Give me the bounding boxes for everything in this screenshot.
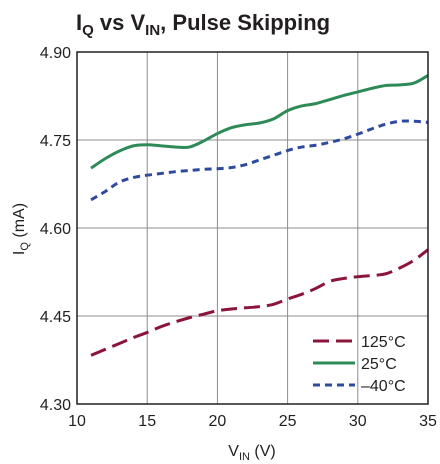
y-tick-label: 4.60 (40, 221, 71, 238)
y-tick-label: 4.45 (40, 309, 71, 326)
x-tick-label: 25 (279, 413, 297, 430)
plot-frame (76, 51, 429, 405)
plot-area (76, 51, 429, 405)
series-line-1 (90, 74, 429, 170)
x-tick-label: 10 (68, 413, 86, 430)
chart-title-main-subscript: Q (82, 22, 94, 39)
legend: 125°C 25°C –40°C (313, 334, 406, 395)
series-line-2 (90, 119, 429, 202)
y-tick-label: 4.90 (40, 45, 71, 62)
y-axis-label: IQ (mA) (11, 203, 31, 255)
x-tick-label: 15 (138, 413, 156, 430)
grid (77, 52, 428, 404)
y-axis-label-unit: (mA) (11, 203, 28, 242)
x-axis-label-unit: (V) (250, 443, 276, 460)
x-axis-label-subscript: IN (239, 451, 250, 463)
x-tick-label: 20 (209, 413, 227, 430)
legend-label-0: 125°C (361, 334, 406, 351)
chart-title-rest-subscript: IN (145, 22, 160, 39)
chart-title-rest-b: , Pulse Skipping (160, 10, 330, 35)
chart-title-rest-a: vs V (94, 10, 146, 35)
x-axis-label: VIN (V) (228, 443, 275, 463)
y-axis-label-main: I (11, 251, 28, 255)
series-layer (90, 74, 429, 357)
x-tick-labels: 10 15 20 25 30 35 (68, 413, 437, 430)
y-tick-label: 4.30 (40, 397, 71, 414)
series-line-0 (90, 248, 429, 357)
y-axis-label-subscript: Q (19, 242, 31, 251)
chart-title: IQ vs VIN, Pulse Skipping (76, 10, 330, 39)
x-tick-label: 30 (349, 413, 367, 430)
legend-label-1: 25°C (361, 356, 397, 373)
x-axis-label-main: V (228, 443, 239, 460)
y-tick-labels: 4.30 4.45 4.60 4.75 4.90 (40, 45, 71, 414)
legend-label-2: –40°C (361, 378, 406, 395)
x-tick-label: 35 (419, 413, 437, 430)
y-tick-label: 4.75 (40, 133, 71, 150)
chart-title-main: I (76, 10, 82, 35)
